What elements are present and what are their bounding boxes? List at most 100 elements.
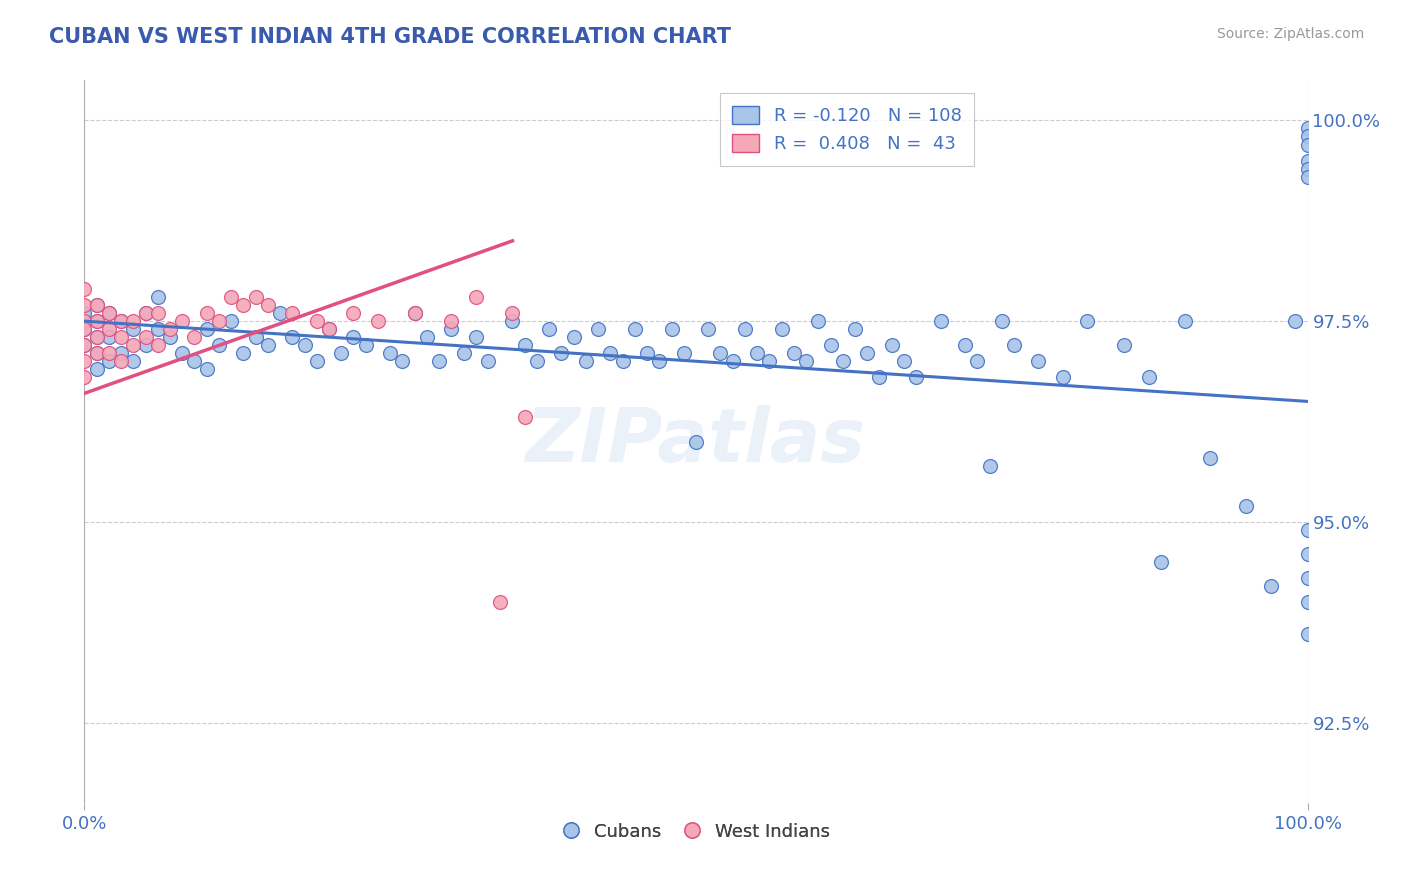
- Point: [869, 370, 891, 384]
- Point: [1150, 555, 1173, 569]
- Point: [636, 346, 658, 360]
- Point: [1002, 338, 1025, 352]
- Point: [1028, 354, 1050, 368]
- Point: [1296, 571, 1319, 585]
- Point: [1260, 579, 1282, 593]
- Point: [464, 290, 486, 304]
- Point: [979, 458, 1001, 473]
- Point: [135, 330, 157, 344]
- Point: [513, 338, 536, 352]
- Point: [342, 330, 364, 344]
- Point: [159, 330, 181, 344]
- Point: [1296, 547, 1319, 561]
- Point: [380, 346, 402, 360]
- Point: [305, 354, 328, 368]
- Point: [672, 346, 695, 360]
- Point: [305, 314, 328, 328]
- Point: [86, 330, 108, 344]
- Point: [758, 354, 780, 368]
- Point: [86, 346, 108, 360]
- Point: [73, 314, 96, 328]
- Point: [734, 322, 756, 336]
- Point: [905, 370, 928, 384]
- Point: [440, 322, 463, 336]
- Point: [1296, 129, 1319, 144]
- Point: [1137, 370, 1160, 384]
- Point: [269, 306, 291, 320]
- Point: [1284, 314, 1306, 328]
- Point: [281, 306, 304, 320]
- Point: [416, 330, 439, 344]
- Point: [86, 314, 108, 328]
- Point: [586, 322, 609, 336]
- Point: [73, 298, 96, 312]
- Point: [342, 306, 364, 320]
- Point: [477, 354, 499, 368]
- Point: [550, 346, 572, 360]
- Point: [820, 338, 842, 352]
- Point: [502, 306, 524, 320]
- Point: [575, 354, 598, 368]
- Point: [73, 282, 96, 296]
- Point: [1296, 161, 1319, 176]
- Point: [330, 346, 353, 360]
- Point: [172, 346, 194, 360]
- Point: [721, 354, 744, 368]
- Point: [953, 338, 976, 352]
- Point: [86, 314, 108, 328]
- Point: [440, 314, 463, 328]
- Text: ZIPatlas: ZIPatlas: [526, 405, 866, 478]
- Point: [489, 595, 512, 609]
- Point: [794, 354, 817, 368]
- Text: Source: ZipAtlas.com: Source: ZipAtlas.com: [1216, 27, 1364, 41]
- Point: [404, 306, 426, 320]
- Point: [966, 354, 988, 368]
- Point: [1296, 121, 1319, 136]
- Point: [183, 354, 205, 368]
- Point: [844, 322, 866, 336]
- Point: [294, 338, 316, 352]
- Point: [146, 306, 169, 320]
- Point: [97, 354, 120, 368]
- Point: [110, 354, 132, 368]
- Point: [1076, 314, 1098, 328]
- Point: [1296, 153, 1319, 168]
- Point: [195, 322, 218, 336]
- Point: [1198, 450, 1220, 465]
- Point: [991, 314, 1014, 328]
- Legend: Cubans, West Indians: Cubans, West Indians: [554, 815, 838, 848]
- Point: [97, 330, 120, 344]
- Point: [195, 306, 218, 320]
- Point: [880, 338, 903, 352]
- Point: [122, 322, 145, 336]
- Point: [599, 346, 621, 360]
- Point: [86, 330, 108, 344]
- Point: [453, 346, 475, 360]
- Point: [73, 306, 96, 320]
- Point: [110, 330, 132, 344]
- Point: [86, 362, 108, 376]
- Point: [183, 330, 205, 344]
- Point: [97, 346, 120, 360]
- Point: [427, 354, 450, 368]
- Point: [86, 346, 108, 360]
- Point: [562, 330, 585, 344]
- Point: [770, 322, 793, 336]
- Point: [612, 354, 634, 368]
- Point: [661, 322, 683, 336]
- Point: [807, 314, 830, 328]
- Point: [122, 338, 145, 352]
- Point: [219, 290, 242, 304]
- Point: [110, 314, 132, 328]
- Point: [146, 290, 169, 304]
- Point: [135, 306, 157, 320]
- Point: [747, 346, 769, 360]
- Point: [697, 322, 720, 336]
- Point: [110, 346, 132, 360]
- Point: [1296, 523, 1319, 537]
- Point: [929, 314, 952, 328]
- Point: [172, 314, 194, 328]
- Point: [73, 354, 96, 368]
- Point: [257, 338, 280, 352]
- Point: [709, 346, 731, 360]
